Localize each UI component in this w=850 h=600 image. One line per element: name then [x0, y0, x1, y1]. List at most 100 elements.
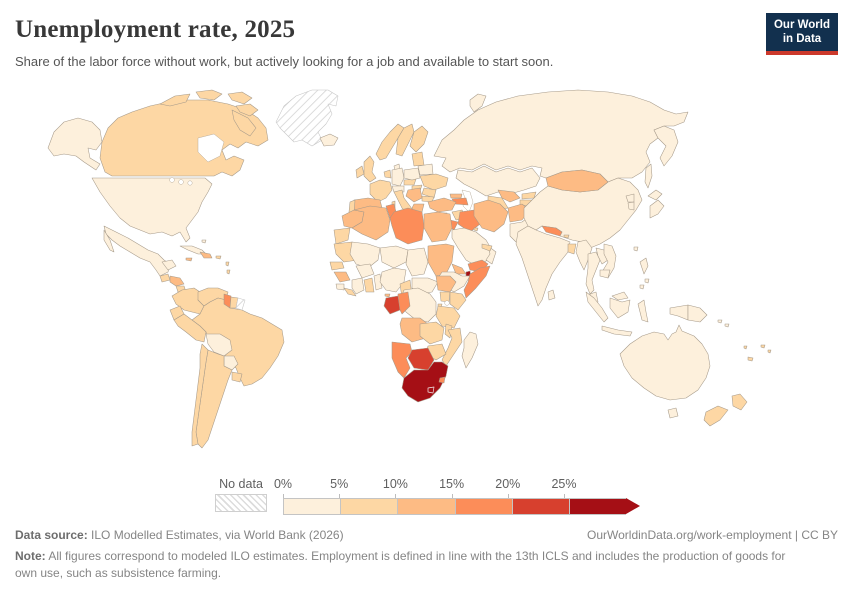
- country-cambodia[interactable]: [599, 269, 611, 279]
- country-india[interactable]: [515, 225, 571, 307]
- country-bolivia[interactable]: [205, 333, 233, 357]
- country-mongolia[interactable]: [545, 169, 609, 193]
- country-baltics[interactable]: [411, 151, 425, 167]
- country-guinea[interactable]: [333, 271, 351, 283]
- country-equatorial-guinea[interactable]: [384, 293, 391, 298]
- country-japan-hokkaido[interactable]: [647, 189, 663, 201]
- country-laos[interactable]: [595, 247, 609, 265]
- country-iceland[interactable]: [319, 133, 339, 147]
- country-fiji[interactable]: [760, 344, 772, 354]
- country-russia[interactable]: [433, 89, 689, 183]
- country-indonesia-papua[interactable]: [669, 304, 689, 321]
- country-balkans[interactable]: [405, 187, 423, 203]
- country-united-states-alaska[interactable]: [47, 117, 103, 171]
- country-libya[interactable]: [389, 207, 425, 245]
- country-turkey[interactable]: [427, 197, 457, 213]
- country-finland[interactable]: [409, 125, 429, 153]
- country-russia-novaya[interactable]: [469, 93, 487, 113]
- country-western-sahara[interactable]: [333, 227, 351, 245]
- country-mexico-baja[interactable]: [103, 229, 115, 253]
- country-sierra-leone[interactable]: [335, 283, 345, 291]
- country-zambia[interactable]: [419, 321, 445, 345]
- legend-bin-10-15[interactable]: [397, 498, 455, 515]
- country-chad[interactable]: [405, 247, 429, 277]
- country-uzbekistan[interactable]: [497, 189, 521, 203]
- country-czech-slovakia[interactable]: [403, 178, 417, 186]
- attribution-link[interactable]: OurWorldinData.org/work-employment | CC …: [587, 528, 838, 542]
- country-uganda[interactable]: [439, 291, 451, 303]
- country-egypt[interactable]: [423, 211, 453, 243]
- country-canada-arctic1[interactable]: [159, 93, 191, 107]
- country-liberia[interactable]: [343, 287, 357, 297]
- country-french-guiana[interactable]: [235, 297, 246, 311]
- legend-bin-0-5[interactable]: [283, 498, 341, 515]
- country-myanmar[interactable]: [575, 239, 593, 271]
- country-ghana[interactable]: [363, 277, 375, 293]
- country-jamaica[interactable]: [185, 257, 193, 262]
- country-canada-arctic3[interactable]: [227, 91, 253, 105]
- country-france[interactable]: [369, 179, 393, 203]
- country-honduras[interactable]: [169, 275, 185, 287]
- country-canada-arctic2[interactable]: [195, 89, 223, 101]
- legend-no-data-swatch[interactable]: [215, 494, 267, 512]
- country-lesotho[interactable]: [427, 386, 435, 394]
- country-algeria[interactable]: [351, 205, 391, 241]
- country-russia-sakhalin[interactable]: [644, 163, 653, 189]
- country-sudan[interactable]: [427, 243, 455, 277]
- country-lesser-antilles[interactable]: [225, 261, 231, 275]
- country-ukraine[interactable]: [419, 173, 449, 191]
- country-south-sudan[interactable]: [435, 275, 457, 293]
- country-mexico-yucatan[interactable]: [161, 259, 177, 271]
- country-malaysia-borneo[interactable]: [611, 291, 629, 301]
- country-kazakhstan[interactable]: [455, 165, 541, 197]
- country-new-caledonia[interactable]: [747, 356, 754, 362]
- legend-bin-15-20[interactable]: [454, 498, 512, 515]
- country-ireland[interactable]: [355, 165, 365, 179]
- country-chile[interactable]: [191, 343, 209, 447]
- country-vanuatu[interactable]: [743, 345, 748, 350]
- country-uruguay[interactable]: [231, 371, 243, 383]
- country-germany[interactable]: [391, 167, 405, 187]
- country-new-zealand-north[interactable]: [731, 393, 748, 411]
- country-sweden[interactable]: [395, 123, 415, 157]
- country-canada[interactable]: [99, 99, 269, 177]
- country-philippines[interactable]: [639, 257, 650, 290]
- country-tanzania[interactable]: [435, 305, 461, 329]
- country-kenya[interactable]: [449, 291, 467, 311]
- country-indonesia-borneo[interactable]: [609, 297, 631, 319]
- country-russia-kamchatka[interactable]: [653, 125, 679, 167]
- country-japan[interactable]: [649, 199, 665, 219]
- country-somalia[interactable]: [463, 265, 491, 299]
- legend-bin-20-25[interactable]: [511, 498, 569, 515]
- country-gabon[interactable]: [383, 295, 401, 315]
- country-benelux[interactable]: [383, 169, 392, 179]
- country-hispaniola[interactable]: [199, 251, 213, 259]
- country-greenland[interactable]: [275, 89, 339, 147]
- country-taiwan[interactable]: [633, 246, 639, 252]
- country-burkina-faso[interactable]: [355, 263, 375, 279]
- country-niger[interactable]: [379, 245, 409, 269]
- country-new-zealand[interactable]: [703, 405, 729, 427]
- country-kuwait[interactable]: [473, 227, 479, 232]
- owid-logo[interactable]: Our World in Data: [766, 13, 838, 55]
- country-peru[interactable]: [173, 313, 207, 343]
- legend-bin-25-plus[interactable]: [568, 498, 627, 515]
- country-belarus[interactable]: [417, 163, 434, 176]
- country-brazil[interactable]: [191, 297, 285, 387]
- country-papua-new-guinea[interactable]: [687, 304, 708, 323]
- country-australia[interactable]: [619, 324, 711, 401]
- country-bahamas[interactable]: [201, 239, 207, 244]
- country-uae[interactable]: [481, 243, 493, 252]
- country-poland[interactable]: [403, 167, 421, 181]
- country-sri-lanka[interactable]: [547, 289, 556, 301]
- country-thailand[interactable]: [585, 251, 601, 295]
- country-canada-arctic4[interactable]: [235, 103, 259, 117]
- country-romania[interactable]: [421, 187, 437, 199]
- country-oman[interactable]: [485, 245, 497, 265]
- country-indonesia-sulawesi[interactable]: [637, 299, 649, 323]
- country-south-africa[interactable]: [401, 361, 449, 403]
- country-indonesia-java[interactable]: [601, 325, 633, 337]
- country-united-kingdom[interactable]: [363, 155, 377, 183]
- country-south-korea[interactable]: [627, 201, 635, 211]
- country-canada-baffin[interactable]: [231, 109, 257, 137]
